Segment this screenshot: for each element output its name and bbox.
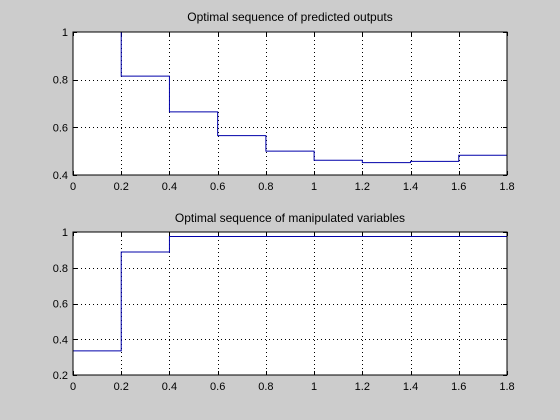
axes-background — [73, 232, 507, 375]
y-tick-label: 1 — [62, 27, 68, 39]
chart-title: Optimal sequence of manipulated variable… — [175, 211, 405, 225]
x-tick-label: 0 — [70, 381, 76, 393]
axes-background — [73, 32, 507, 175]
x-tick-labels: 0 0.2 0.4 0.6 0.8 1 1.2 1.4 1.6 1.8 — [70, 181, 515, 193]
axes-manipulated-variables: 0 0.2 0.4 0.6 0.8 1 1.2 1.4 1.6 1.8 0.20.40.60.81… — [53, 211, 515, 393]
grid — [73, 232, 507, 375]
x-tick-label: 0.4 — [162, 181, 177, 193]
x-tick-label: 0.8 — [258, 381, 273, 393]
axes-frame — [72, 231, 508, 376]
y-tick-label: 1 — [62, 227, 68, 239]
series-line — [73, 235, 507, 352]
x-tick-labels: 0 0.2 0.4 0.6 0.8 1 1.2 1.4 1.6 1.8 — [70, 381, 515, 393]
y-tick-label: 0.2 — [53, 370, 68, 382]
y-tick-label: 0.8 — [53, 75, 68, 87]
grid — [73, 32, 507, 175]
y-tick-label: 0.4 — [53, 334, 68, 346]
x-tick-label: 1.2 — [355, 381, 370, 393]
series-line — [120, 32, 507, 164]
y-tick-label: 0.4 — [53, 170, 68, 182]
x-tick-label: 0.8 — [258, 181, 273, 193]
axes-predicted-outputs: 0 0.2 0.4 0.6 0.8 1 1.2 1.4 1.6 1.8 0.4 0.6 0.8 1 Op… — [53, 10, 515, 193]
x-tick-label: 1.4 — [403, 381, 418, 393]
series-group — [73, 235, 507, 352]
x-tick-label: 0.4 — [162, 381, 177, 393]
x-tick-label: 1.8 — [499, 381, 514, 393]
x-tick-label: 0.6 — [210, 181, 225, 193]
x-tick-label: 1.2 — [355, 181, 370, 193]
x-tick-label: 1 — [311, 181, 317, 193]
x-tick-label: 0.6 — [210, 381, 225, 393]
y-tick-label: 0.8 — [53, 263, 68, 275]
x-tick-label: 1.6 — [451, 181, 466, 193]
y-tick-labels: 0.4 0.6 0.8 1 — [53, 27, 68, 182]
x-tick-label: 1.6 — [451, 381, 466, 393]
x-tick-label: 0.2 — [114, 381, 129, 393]
y-tick-labels: 0.2 0.4 0.6 0.8 1 — [53, 227, 68, 382]
chart-title: Optimal sequence of predicted outputs — [187, 10, 392, 24]
axes-frame — [72, 31, 508, 176]
series-group — [120, 32, 507, 164]
x-tick-label: 1 — [311, 381, 317, 393]
x-tick-label: 0 — [70, 181, 76, 193]
y-tick-label: 0.6 — [53, 299, 68, 311]
x-tick-label: 0.2 — [114, 181, 129, 193]
x-tick-label: 1.8 — [499, 181, 514, 193]
x-tick-label: 1.4 — [403, 181, 418, 193]
y-tick-label: 0.6 — [53, 122, 68, 134]
